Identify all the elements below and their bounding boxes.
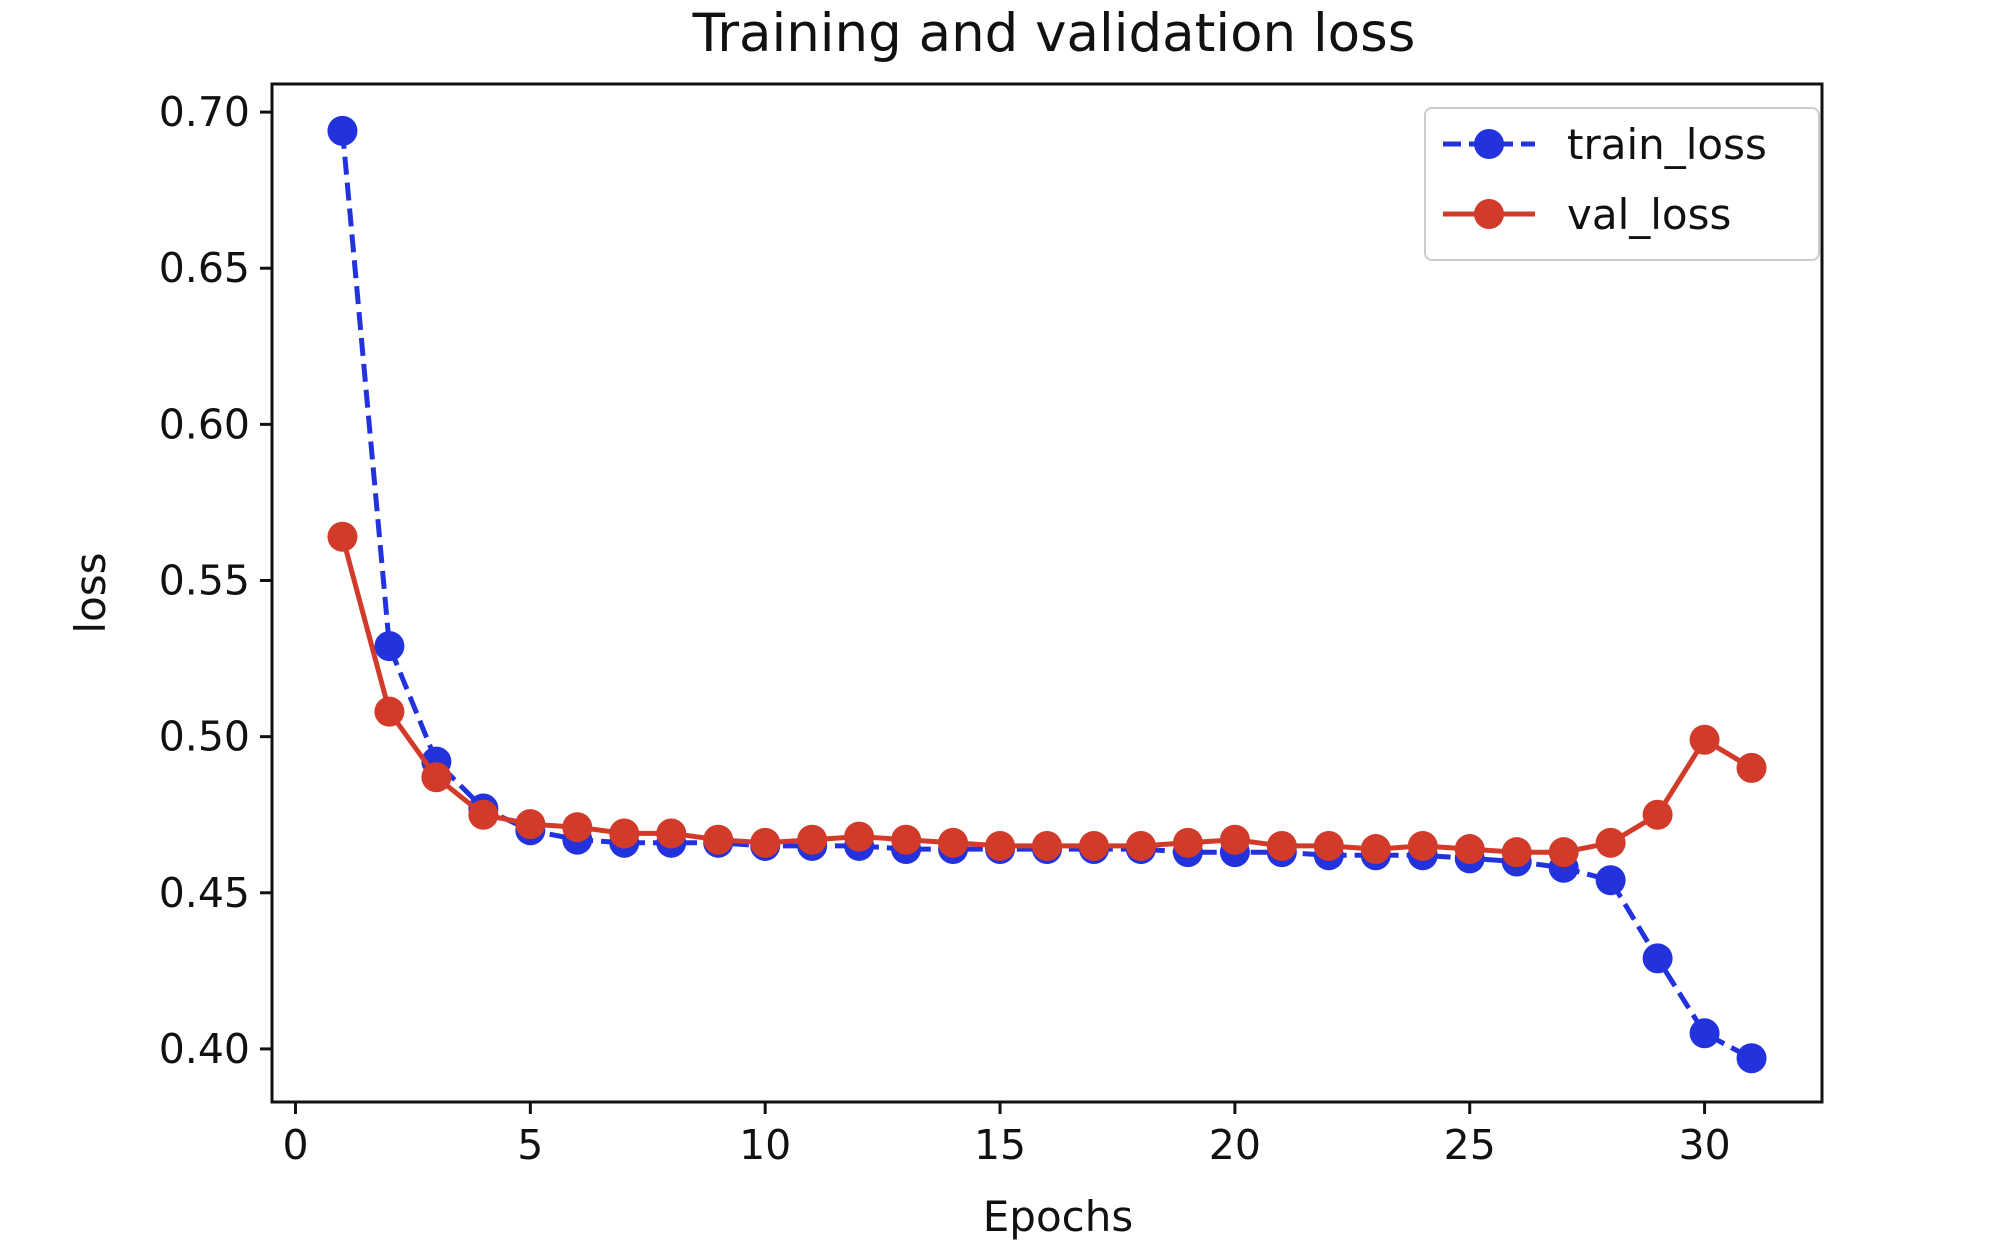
legend-marker [1474,129,1504,159]
val-loss-point [891,824,922,855]
val-loss-point [1454,834,1485,865]
val-loss-point [609,818,640,849]
val-loss-point [1078,830,1109,861]
val-loss-point [562,812,593,843]
y-tick-label: 0.40 [159,1025,250,1073]
chart-title: Training and validation loss [692,3,1416,64]
val-loss-point [1032,830,1062,861]
x-tick-label: 25 [1444,1121,1496,1169]
val-loss-point [421,762,452,793]
train-loss-point [1689,1018,1720,1049]
y-tick-label: 0.50 [159,713,250,761]
x-tick-label: 0 [282,1121,308,1169]
train-loss-point [1736,1043,1767,1074]
val-loss-point [1266,830,1297,861]
legend-entry: train_loss [1443,120,1767,169]
val-loss-point [1501,837,1532,868]
y-tick-label: 0.70 [159,88,250,136]
y-tick-label: 0.65 [159,244,250,292]
legend-entry: val_loss [1443,190,1731,239]
y-axis-ticks: 0.40 0.45 0.50 0.55 0.60 0.65 0.70 [159,88,272,1073]
y-tick-label: 0.60 [159,400,250,448]
val-loss-point [1172,827,1203,858]
val-loss-point [1595,827,1626,858]
val-loss-point [1642,799,1673,830]
x-tick-label: 20 [1209,1121,1261,1169]
val-loss-point [656,818,687,849]
y-axis-label: loss [66,552,115,633]
val-loss-point [1125,830,1156,861]
x-tick-label: 10 [739,1121,791,1169]
val-loss-point [797,824,828,855]
y-tick-label: 0.55 [159,557,250,605]
legend-marker [1474,199,1504,229]
series-val-loss [327,521,1767,868]
val-loss-point [515,809,546,840]
val-loss-point [985,830,1016,861]
val-loss-point [1736,752,1767,783]
y-tick-label: 0.45 [159,869,250,917]
val-loss-point [938,827,969,858]
train-loss-point [1595,865,1626,896]
val-loss-point [1548,837,1579,868]
legend-label: train_loss [1567,120,1767,169]
x-axis-label: Epochs [983,1192,1134,1241]
train-loss-point [374,631,405,662]
train-loss-point [327,115,358,146]
val-loss-point [1313,830,1344,861]
x-tick-label: 30 [1678,1121,1730,1169]
val-loss-point [1689,724,1720,755]
x-tick-label: 5 [517,1121,543,1169]
val-loss-point [374,696,405,727]
x-axis-ticks: 0 5 10 15 20 25 30 [282,1102,1731,1169]
val-loss-point [1407,830,1438,861]
val-loss-point [750,827,781,858]
val-loss-point [468,799,499,830]
train-loss-point [1642,943,1673,974]
plot-frame [270,82,1824,1104]
x-tick-label: 15 [974,1121,1026,1169]
val-loss-point [1360,834,1391,865]
legend: train_loss val_loss [1424,107,1820,261]
val-loss-point [844,821,875,852]
val-loss-point [327,521,358,552]
val-loss-point [703,824,734,855]
series-layer [327,115,1767,1074]
val-loss-point [1219,824,1250,855]
legend-label: val_loss [1567,190,1731,239]
